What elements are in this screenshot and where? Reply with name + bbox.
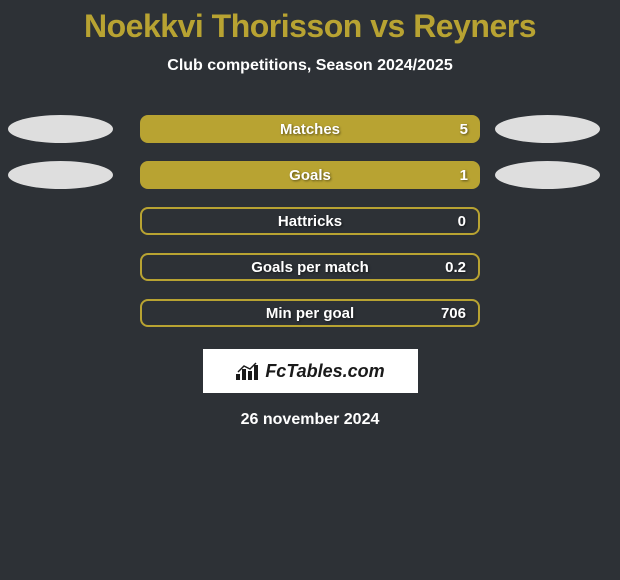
stat-rows: Matches 5 Goals 1 Hattricks 0 Goals per match 0… — [0, 115, 620, 327]
logo-box: FcTables.com — [203, 349, 418, 393]
stat-label: Goals — [289, 167, 331, 184]
chart-icon — [235, 361, 259, 381]
right-ellipse — [495, 161, 600, 189]
stat-label: Matches — [280, 121, 340, 138]
stat-row: Goals per match 0.2 — [0, 253, 620, 281]
left-ellipse — [8, 161, 113, 189]
subtitle: Club competitions, Season 2024/2025 — [0, 57, 620, 75]
comparison-infographic: Noekkvi Thorisson vs Reyners Club compet… — [0, 0, 620, 429]
stat-bar: Hattricks 0 — [140, 207, 480, 235]
stat-bar: Matches 5 — [140, 115, 480, 143]
stat-row: Hattricks 0 — [0, 207, 620, 235]
stat-value: 1 — [460, 167, 468, 184]
stat-label: Min per goal — [266, 305, 354, 322]
left-ellipse — [8, 115, 113, 143]
stat-bar: Min per goal 706 — [140, 299, 480, 327]
stat-label: Goals per match — [251, 259, 369, 276]
stat-value: 0.2 — [445, 259, 466, 276]
stat-label: Hattricks — [278, 213, 342, 230]
stat-value: 0 — [458, 213, 466, 230]
logo-text: FcTables.com — [265, 361, 384, 382]
stat-row: Min per goal 706 — [0, 299, 620, 327]
date-label: 26 november 2024 — [0, 411, 620, 429]
stat-bar: Goals 1 — [140, 161, 480, 189]
page-title: Noekkvi Thorisson vs Reyners — [0, 8, 620, 45]
stat-value: 706 — [441, 305, 466, 322]
stat-bar: Goals per match 0.2 — [140, 253, 480, 281]
stat-row: Matches 5 — [0, 115, 620, 143]
right-ellipse — [495, 115, 600, 143]
stat-row: Goals 1 — [0, 161, 620, 189]
stat-value: 5 — [460, 121, 468, 138]
